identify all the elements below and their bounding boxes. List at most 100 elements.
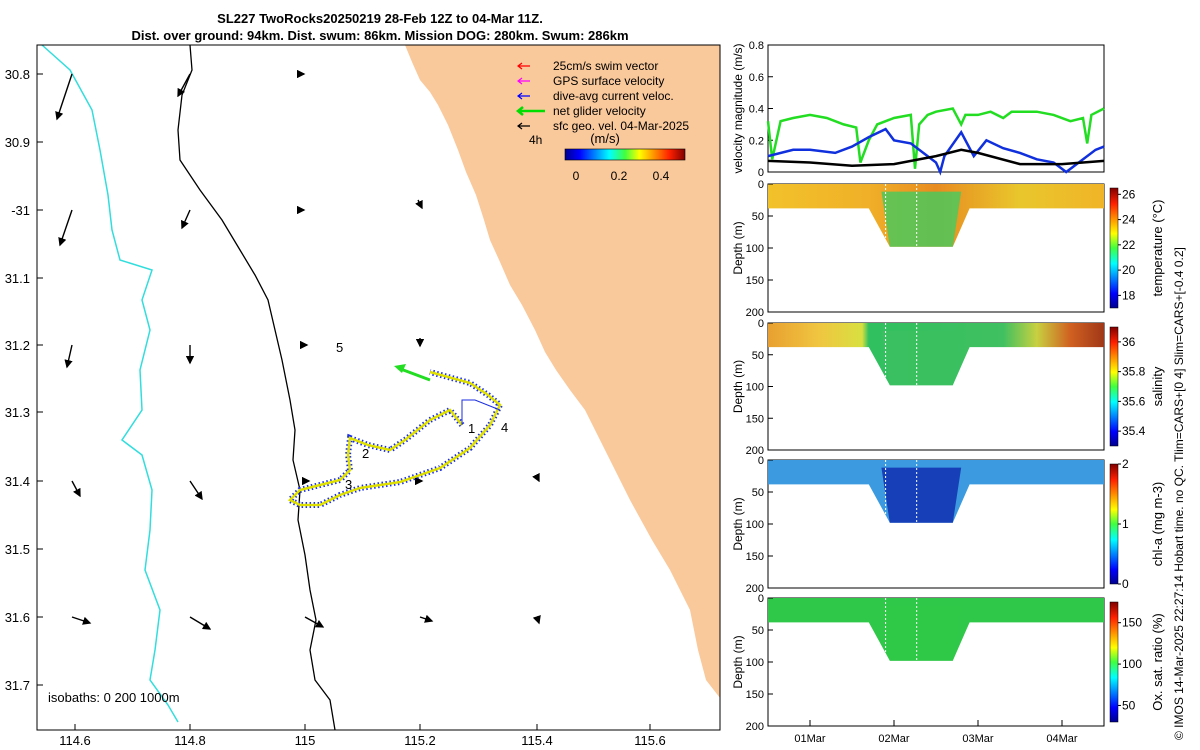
lat-tick-label: 31.4 xyxy=(5,474,30,489)
waypoints: 1 2 3 4 5 xyxy=(336,340,508,492)
depth-ytick-label: 200 xyxy=(746,583,764,595)
lat-tick-label: 31.3 xyxy=(5,405,30,420)
depth-ytick-label: 200 xyxy=(746,721,764,733)
legend-swim-vector: 25cm/s swim vector xyxy=(553,59,658,73)
lat-tick-label: 30.8 xyxy=(5,67,30,82)
lat-tick-label: 30.9 xyxy=(5,135,30,150)
colorbar-tick-label: 150 xyxy=(1122,616,1142,630)
section-trough xyxy=(881,191,962,247)
colorbar xyxy=(1109,601,1119,723)
depth-ytick-label: 50 xyxy=(752,211,764,223)
colorbar-tick-label: 35.6 xyxy=(1122,394,1146,408)
depth-ytick-label: 50 xyxy=(752,625,764,637)
geo-velocity-arrow xyxy=(71,480,81,498)
lat-tick-label: 31.2 xyxy=(5,338,30,353)
geo-velocity-arrow xyxy=(181,209,191,230)
legend-gps-velocity: GPS surface velocity xyxy=(553,74,664,88)
map-axis-ticks: 114.6 114.8 115 115.2 115.4 115.6 30.8 30.9 -31 3… xyxy=(5,67,666,748)
geo-velocity-arrow xyxy=(189,616,212,630)
velocity-ytick-label: 0.2 xyxy=(749,135,764,147)
section-trough xyxy=(881,330,962,386)
time-tick-label: 02Mar xyxy=(878,733,910,745)
depth-ylabel: Depth (m) xyxy=(731,635,745,688)
geo-velocity-arrow xyxy=(419,614,434,623)
figure-title: SL227 TwoRocks20250219 28-Feb 12Z to 04-… xyxy=(217,11,543,26)
section-trough xyxy=(881,467,962,523)
lon-tick-label: 115 xyxy=(295,733,316,748)
colorbar-tick-label: 50 xyxy=(1122,698,1136,712)
depth-ytick-label: 150 xyxy=(746,275,764,287)
depth-ylabel: Depth (m) xyxy=(731,360,745,413)
geo-velocity-arrow xyxy=(415,199,423,210)
legend-gps-velocity-icon xyxy=(517,77,530,85)
depth-ytick-label: 150 xyxy=(746,551,764,563)
map-frame xyxy=(36,44,721,731)
geo-velocity-arrow xyxy=(189,480,203,501)
colorbar xyxy=(1109,187,1119,309)
interval-label: 4h xyxy=(529,133,542,147)
waypoint-4: 4 xyxy=(501,420,508,435)
velocity-ytick-label: 0.8 xyxy=(749,40,764,52)
colorbar-tick-label: 1 xyxy=(1122,517,1129,531)
geo-velocity-arrow xyxy=(55,73,73,121)
depth-ytick-label: 50 xyxy=(752,487,764,499)
colorbar-label: (m/s) xyxy=(590,131,620,146)
legend-geo-velocity: sfc geo. vel. 04-Mar-2025 xyxy=(553,119,689,133)
section-trough xyxy=(881,605,962,661)
colorbar-label: Ox. sat. ratio (%) xyxy=(1150,613,1165,711)
colorbar-tick-label: 0 xyxy=(1122,577,1129,591)
lon-tick-label: 114.8 xyxy=(174,733,206,748)
colorbar-tick-label: 18 xyxy=(1122,288,1136,302)
net-glider-velocity-arrow xyxy=(397,366,431,382)
geo-velocity-arrow xyxy=(177,73,191,98)
net-glider-velocity-head xyxy=(394,364,406,373)
colorbar-label: chl-a (mg m-3) xyxy=(1150,482,1165,567)
depth-ytick-label: 150 xyxy=(746,413,764,425)
geo-velocity-arrow xyxy=(532,472,540,483)
geo-velocity-arrow xyxy=(64,344,73,369)
figure-subtitle: Dist. over ground: 94km. Dist. swum: 86k… xyxy=(131,28,629,43)
legend-net-velocity: net glider velocity xyxy=(553,104,646,118)
colorbar-tick-label: 20 xyxy=(1122,263,1136,277)
map-legend: 25cm/s swim vector GPS surface velocity … xyxy=(515,59,689,183)
depth-ytick-label: 200 xyxy=(746,445,764,457)
depth-ytick-label: 0 xyxy=(758,455,764,467)
colorbar-label: salinity xyxy=(1150,366,1165,406)
waypoint-1: 1 xyxy=(468,421,475,436)
glider-track xyxy=(284,364,504,508)
depth-ytick-label: 100 xyxy=(746,243,764,255)
track-overlay xyxy=(461,399,501,425)
waypoint-2: 2 xyxy=(362,446,369,461)
colorbar-tick-0: 0 xyxy=(573,169,580,183)
depth-ytick-label: 150 xyxy=(746,689,764,701)
legend-swim-vector-icon xyxy=(517,62,530,70)
colorbar-tick-label: 22 xyxy=(1122,238,1136,252)
colorbar-tick-label: 2 xyxy=(1122,457,1129,471)
colorbar-tick-label: 100 xyxy=(1122,657,1142,671)
geostrophic-velocity-arrows xyxy=(55,69,541,630)
depth-ytick-label: 100 xyxy=(746,519,764,531)
velocity-ytick-label: 0 xyxy=(758,167,764,179)
lat-tick-label: 31.5 xyxy=(5,542,30,557)
isobath-legend: isobaths: 0 200 1000m xyxy=(48,690,180,705)
colorbar-tick-label: 26 xyxy=(1122,187,1136,201)
legend-dive-avg-icon xyxy=(517,92,530,100)
depth-ytick-label: 0 xyxy=(758,318,764,330)
colorbar-tick-label: 24 xyxy=(1122,213,1136,227)
lat-tick-label: 31.6 xyxy=(5,610,30,625)
depth-ytick-label: 100 xyxy=(746,657,764,669)
colorbar-tick-label: 36 xyxy=(1122,335,1136,349)
colorbar-tick-1: 0.2 xyxy=(611,169,628,183)
lat-tick-label: 31.7 xyxy=(5,678,30,693)
velocity-series-net-glider-velocity xyxy=(766,107,1105,169)
velocity-ytick-label: 0.6 xyxy=(749,72,764,84)
colorbar-tick-label: 35.8 xyxy=(1122,365,1146,379)
depth-ylabel: Depth (m) xyxy=(731,497,745,550)
geo-velocity-arrow xyxy=(58,209,73,247)
velocity-ytick-label: 0.4 xyxy=(749,104,764,116)
land-mass xyxy=(405,45,720,698)
speed-colorbar xyxy=(564,148,686,161)
legend-dive-avg: dive-avg current veloc. xyxy=(553,89,674,103)
velocity-series-sfc-geo-vel- xyxy=(767,148,1105,167)
